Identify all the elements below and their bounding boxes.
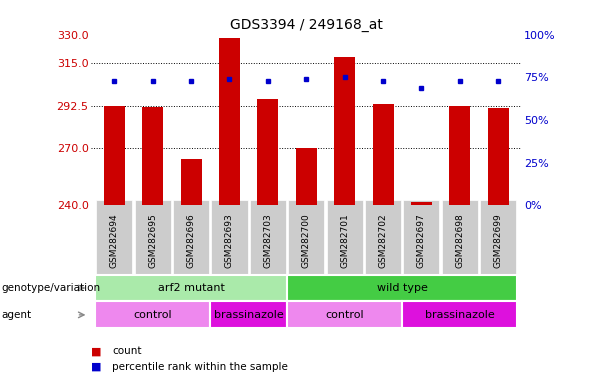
Bar xyxy=(488,108,509,205)
Title: GDS3394 / 249168_at: GDS3394 / 249168_at xyxy=(230,18,383,32)
Text: percentile rank within the sample: percentile rank within the sample xyxy=(112,362,288,372)
Text: genotype/variation: genotype/variation xyxy=(1,283,100,293)
Bar xyxy=(219,38,240,205)
Text: agent: agent xyxy=(1,310,31,320)
Bar xyxy=(449,106,471,205)
Bar xyxy=(402,301,517,328)
Text: control: control xyxy=(325,310,364,320)
Bar xyxy=(287,301,402,328)
Bar xyxy=(95,275,287,301)
Text: count: count xyxy=(112,346,141,356)
Bar xyxy=(142,107,163,205)
Text: ■: ■ xyxy=(91,362,102,372)
Bar xyxy=(372,104,393,205)
Bar xyxy=(296,149,317,205)
Text: brassinazole: brassinazole xyxy=(425,310,495,320)
Bar xyxy=(334,57,355,205)
Bar xyxy=(181,159,201,205)
Bar xyxy=(210,301,287,328)
Text: control: control xyxy=(133,310,172,320)
Text: brassinazole: brassinazole xyxy=(214,310,283,320)
Text: arf2 mutant: arf2 mutant xyxy=(158,283,224,293)
Text: ■: ■ xyxy=(91,346,102,356)
Bar xyxy=(104,106,125,205)
Bar xyxy=(257,99,279,205)
Text: wild type: wild type xyxy=(377,283,428,293)
Bar xyxy=(95,301,210,328)
Bar xyxy=(287,275,517,301)
Bar xyxy=(411,202,432,205)
